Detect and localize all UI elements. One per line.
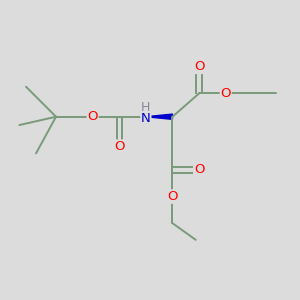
Text: H: H xyxy=(141,101,151,114)
Text: N: N xyxy=(141,112,151,124)
Text: O: O xyxy=(220,87,231,100)
Text: O: O xyxy=(194,60,204,73)
Text: O: O xyxy=(167,190,178,203)
Text: O: O xyxy=(114,140,124,153)
Polygon shape xyxy=(146,114,172,119)
Text: O: O xyxy=(87,110,98,123)
Text: O: O xyxy=(194,164,204,176)
